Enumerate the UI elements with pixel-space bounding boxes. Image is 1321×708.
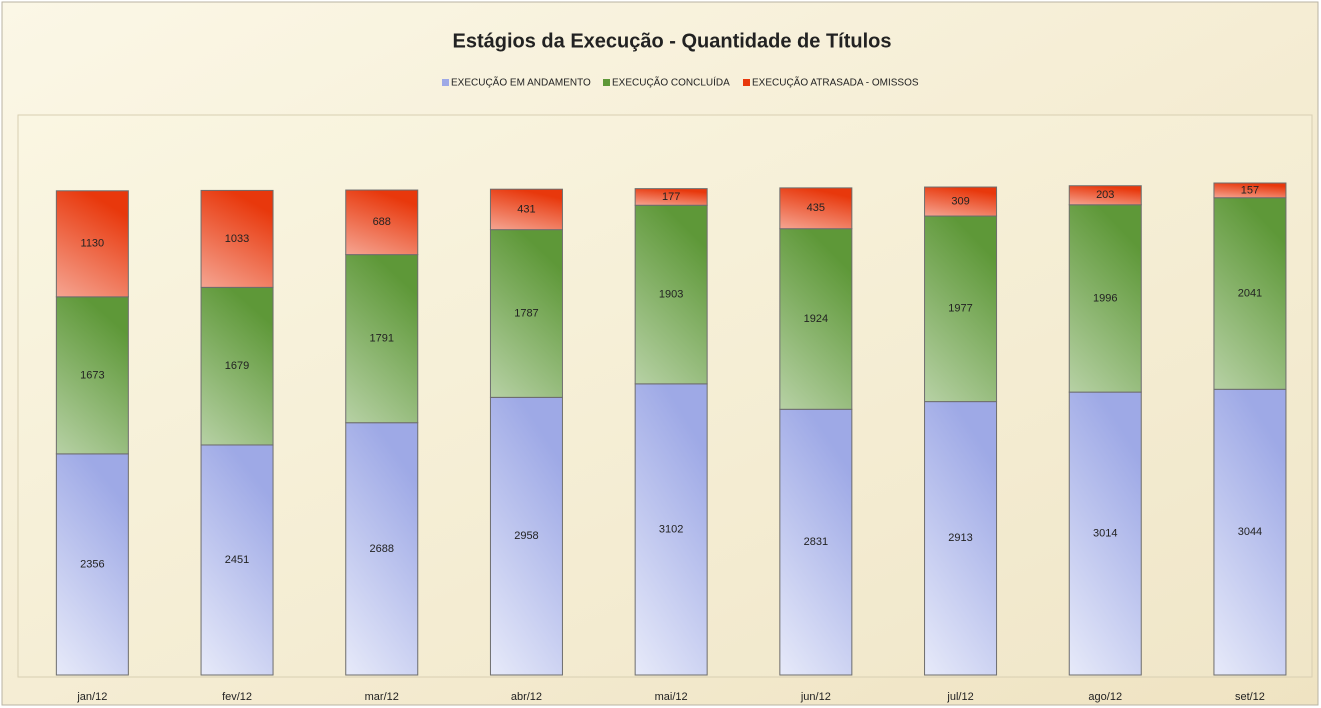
bar-segment — [924, 401, 998, 676]
bar-segment — [489, 229, 563, 398]
bar-segment — [779, 228, 853, 410]
data-label: 177 — [662, 191, 680, 203]
data-label: 1996 — [1093, 292, 1117, 304]
data-label: 1977 — [948, 303, 972, 315]
x-tick-label: jun/12 — [800, 691, 831, 703]
legend-label: EXECUÇÃO EM ANDAMENTO — [451, 76, 591, 89]
data-label: 1673 — [80, 369, 104, 381]
bar-segment — [200, 444, 274, 676]
data-label: 2451 — [225, 554, 249, 566]
bar-segment — [1213, 182, 1287, 199]
data-label: 3014 — [1093, 527, 1117, 539]
data-label: 1033 — [225, 233, 249, 245]
bar-segment — [1213, 388, 1287, 676]
bar-segment — [345, 422, 419, 676]
data-label: 157 — [1241, 184, 1259, 196]
data-label: 1903 — [659, 288, 683, 300]
legend-label: EXECUÇÃO ATRASADA - OMISSOS — [752, 76, 919, 89]
x-tick-label: jul/12 — [946, 691, 973, 703]
bar-segment — [55, 296, 129, 455]
data-label: 3044 — [1238, 526, 1262, 538]
bar-segment — [924, 186, 998, 217]
data-label: 2041 — [1238, 287, 1262, 299]
x-tick-label: fev/12 — [222, 691, 252, 703]
bar-segment — [1213, 197, 1287, 390]
bar-segment — [200, 189, 274, 288]
data-label: 203 — [1096, 189, 1114, 201]
data-label: 431 — [517, 203, 535, 215]
chart-title: Estágios da Execução - Quantidade de Tít… — [453, 30, 892, 52]
bar-segment — [55, 190, 129, 298]
legend-swatch — [603, 79, 610, 86]
bar-segment — [345, 189, 419, 256]
bar-segment — [634, 204, 708, 385]
data-label: 2913 — [948, 532, 972, 544]
bar-segment — [489, 396, 563, 676]
bar-segment — [1068, 185, 1142, 206]
data-label: 2831 — [804, 536, 828, 548]
bar-segment — [634, 188, 708, 206]
bar-segment — [634, 383, 708, 676]
legend-label: EXECUÇÃO CONCLUÍDA — [612, 76, 730, 89]
legend-swatch — [442, 79, 449, 86]
data-label: 309 — [951, 195, 969, 207]
x-tick-label: abr/12 — [511, 691, 542, 703]
x-tick-label: ago/12 — [1088, 691, 1122, 703]
bar-segment — [1068, 204, 1142, 393]
bar-segment — [489, 188, 563, 231]
x-tick-label: mai/12 — [655, 691, 688, 703]
legend-swatch — [743, 79, 750, 86]
data-label: 1130 — [81, 238, 105, 250]
bar-segment — [779, 408, 853, 676]
bar-segment — [924, 215, 998, 403]
data-label: 2356 — [80, 558, 104, 570]
data-label: 2688 — [370, 543, 394, 555]
bar-segment — [200, 286, 274, 446]
bar-segment — [779, 187, 853, 230]
data-label: 1787 — [514, 307, 538, 319]
bar-segment — [1068, 391, 1142, 676]
data-label: 1679 — [225, 360, 249, 372]
data-label: 435 — [807, 202, 825, 214]
data-label: 688 — [373, 216, 391, 228]
x-tick-label: set/12 — [1235, 691, 1265, 703]
data-label: 3102 — [659, 523, 683, 535]
data-label: 1791 — [370, 333, 394, 345]
x-tick-label: jan/12 — [76, 691, 107, 703]
data-label: 2958 — [514, 530, 538, 542]
data-label: 1924 — [804, 313, 828, 325]
bar-segment — [345, 254, 419, 424]
x-tick-label: mar/12 — [365, 691, 399, 703]
